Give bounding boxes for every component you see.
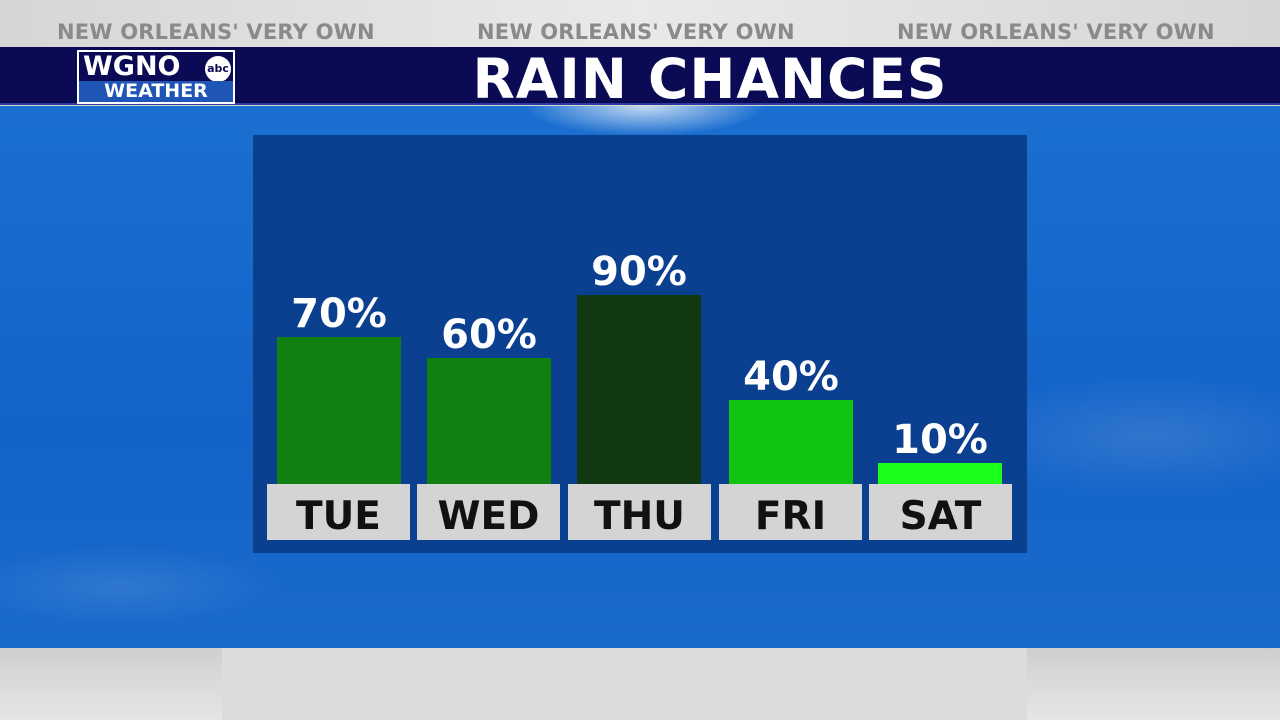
bar-tue [277, 337, 401, 484]
data-label-wed: 60% [441, 312, 537, 358]
data-label-sat: 10% [892, 417, 988, 463]
data-label-fri: 40% [743, 354, 839, 400]
tick-label-wed: WED [437, 494, 539, 539]
tick-label-thu: THU [594, 494, 685, 539]
bar-fri [729, 400, 853, 484]
tick-label-fri: FRI [755, 494, 826, 539]
tick-label-tue: TUE [296, 494, 381, 539]
tick-label-sat: SAT [900, 494, 982, 539]
logo-weather: WEATHER [79, 81, 233, 102]
bar-wed [427, 358, 551, 484]
top-band [0, 0, 1280, 47]
tagline-right: NEW ORLEANS' VERY OWN [897, 20, 1215, 44]
tick-box-wed [417, 484, 560, 540]
tagline-center: NEW ORLEANS' VERY OWN [477, 20, 795, 44]
bar-sat [878, 463, 1002, 484]
tick-box-fri [719, 484, 862, 540]
page-title: RAIN CHANCES [472, 47, 948, 111]
tick-box-sat [869, 484, 1012, 540]
bottom-strip [222, 648, 1027, 720]
station-logo: WGNO abc WEATHER [77, 50, 235, 104]
abc-network-icon: abc [205, 56, 231, 82]
data-label-thu: 90% [591, 249, 687, 295]
bar-thu [577, 295, 701, 484]
tagline-left: NEW ORLEANS' VERY OWN [57, 20, 375, 44]
tick-box-tue [267, 484, 410, 540]
tick-box-thu [568, 484, 711, 540]
logo-call-letters: WGNO [83, 51, 181, 82]
data-label-tue: 70% [291, 291, 387, 337]
